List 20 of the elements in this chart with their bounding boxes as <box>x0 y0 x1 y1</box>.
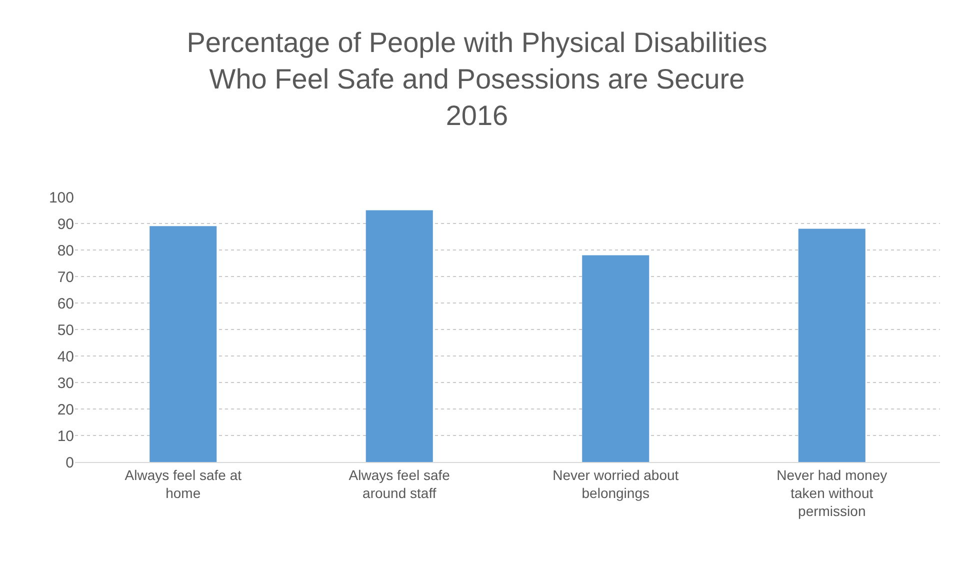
x-tick-label: Always feel safe at home <box>124 466 242 501</box>
y-tick-label: 70 <box>57 268 74 286</box>
y-tick-label: 0 <box>66 454 74 472</box>
y-tick-label: 60 <box>57 295 74 312</box>
y-tick-label: 20 <box>57 401 74 418</box>
y-tick-label: 80 <box>57 242 74 260</box>
chart-title: Percentage of People with Physical Disabilities Who Feel Safe and Posessions are Secure 2016 <box>186 27 768 131</box>
x-tick-label: Never had money taken without permission <box>776 466 888 520</box>
bar <box>798 228 866 462</box>
y-tick-label: 100 <box>48 189 74 206</box>
y-tick-label: 40 <box>57 348 74 366</box>
bar <box>150 226 217 462</box>
y-tick-label: 30 <box>57 374 74 392</box>
x-tick-label: Always feel safe around staff <box>348 466 450 501</box>
x-tick-label: Never worried about belongings <box>552 466 679 501</box>
bar <box>366 210 433 462</box>
y-tick-label: 50 <box>57 322 74 339</box>
bar <box>582 255 650 462</box>
y-tick-label: 10 <box>57 428 74 445</box>
y-tick-label: 90 <box>57 216 74 233</box>
